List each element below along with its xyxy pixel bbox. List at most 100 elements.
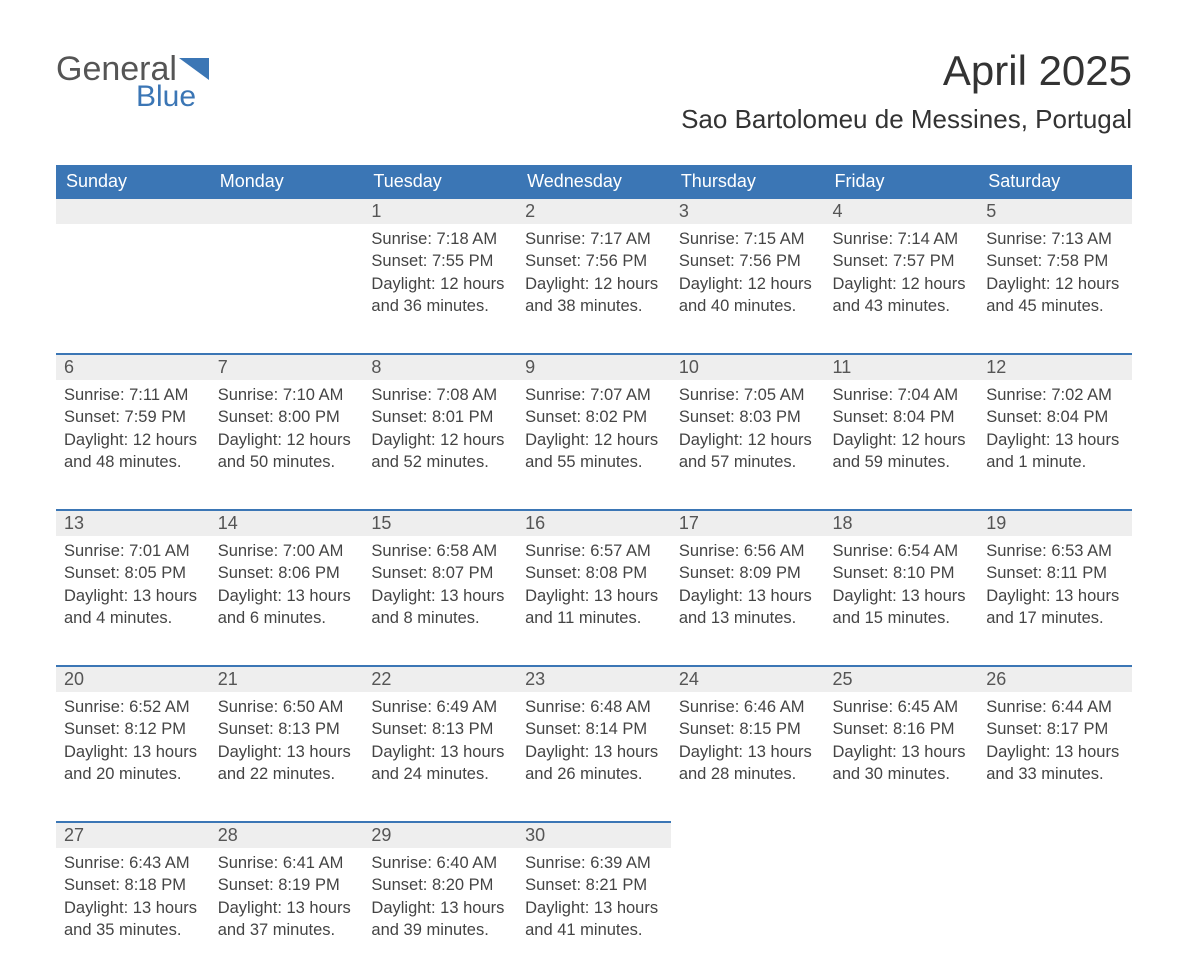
day-sunset: Sunset: 8:11 PM — [986, 562, 1124, 584]
day-daylight1: Daylight: 13 hours — [64, 585, 202, 607]
day-daylight2: and 48 minutes. — [64, 451, 202, 473]
day-daylight1: Daylight: 12 hours — [833, 273, 971, 295]
day-sunrise: Sunrise: 6:53 AM — [986, 540, 1124, 562]
day-sunset: Sunset: 8:02 PM — [525, 406, 663, 428]
week-content-row: Sunrise: 7:18 AMSunset: 7:55 PMDaylight:… — [56, 224, 1132, 354]
week-content-row: Sunrise: 7:11 AMSunset: 7:59 PMDaylight:… — [56, 380, 1132, 510]
logo-word-blue: Blue — [136, 82, 209, 112]
day-number: 22 — [371, 669, 391, 689]
day-daylight2: and 50 minutes. — [218, 451, 356, 473]
day-content-cell: Sunrise: 6:49 AMSunset: 8:13 PMDaylight:… — [363, 692, 517, 822]
day-number-cell: 1 — [363, 199, 517, 224]
day-sunrise: Sunrise: 6:57 AM — [525, 540, 663, 562]
day-content-cell: Sunrise: 7:10 AMSunset: 8:00 PMDaylight:… — [210, 380, 364, 510]
day-number: 1 — [371, 201, 381, 221]
day-number: 30 — [525, 825, 545, 845]
weekday-header: Tuesday — [363, 165, 517, 199]
day-sunrise: Sunrise: 6:46 AM — [679, 696, 817, 718]
day-number: 18 — [833, 513, 853, 533]
day-number: 24 — [679, 669, 699, 689]
day-daylight2: and 37 minutes. — [218, 919, 356, 941]
weekday-header: Monday — [210, 165, 364, 199]
day-content-cell — [671, 848, 825, 978]
day-sunset: Sunset: 7:58 PM — [986, 250, 1124, 272]
day-number: 23 — [525, 669, 545, 689]
day-sunset: Sunset: 8:19 PM — [218, 874, 356, 896]
day-number-cell: 16 — [517, 510, 671, 536]
day-daylight2: and 45 minutes. — [986, 295, 1124, 317]
location-subtitle: Sao Bartolomeu de Messines, Portugal — [681, 104, 1132, 135]
day-number-cell: 7 — [210, 354, 364, 380]
month-title: April 2025 — [681, 48, 1132, 94]
day-daylight2: and 8 minutes. — [371, 607, 509, 629]
day-sunset: Sunset: 8:00 PM — [218, 406, 356, 428]
day-sunset: Sunset: 7:56 PM — [525, 250, 663, 272]
day-daylight1: Daylight: 12 hours — [679, 429, 817, 451]
day-content-cell — [825, 848, 979, 978]
day-number: 21 — [218, 669, 238, 689]
day-number-cell: 26 — [978, 666, 1132, 692]
day-daylight1: Daylight: 13 hours — [371, 585, 509, 607]
day-sunrise: Sunrise: 7:17 AM — [525, 228, 663, 250]
day-content-cell: Sunrise: 6:40 AMSunset: 8:20 PMDaylight:… — [363, 848, 517, 978]
week-content-row: Sunrise: 6:52 AMSunset: 8:12 PMDaylight:… — [56, 692, 1132, 822]
day-number: 26 — [986, 669, 1006, 689]
day-content-cell: Sunrise: 6:56 AMSunset: 8:09 PMDaylight:… — [671, 536, 825, 666]
day-content-cell: Sunrise: 6:39 AMSunset: 8:21 PMDaylight:… — [517, 848, 671, 978]
day-number-cell: 3 — [671, 199, 825, 224]
day-sunrise: Sunrise: 7:13 AM — [986, 228, 1124, 250]
day-daylight2: and 35 minutes. — [64, 919, 202, 941]
day-number: 4 — [833, 201, 843, 221]
day-sunset: Sunset: 8:07 PM — [371, 562, 509, 584]
weekday-header: Friday — [825, 165, 979, 199]
day-number-cell: 12 — [978, 354, 1132, 380]
day-content-cell: Sunrise: 7:04 AMSunset: 8:04 PMDaylight:… — [825, 380, 979, 510]
day-number-cell: 28 — [210, 822, 364, 848]
day-daylight1: Daylight: 13 hours — [525, 585, 663, 607]
day-number-cell — [210, 199, 364, 224]
day-content-cell: Sunrise: 7:13 AMSunset: 7:58 PMDaylight:… — [978, 224, 1132, 354]
day-daylight2: and 17 minutes. — [986, 607, 1124, 629]
day-sunset: Sunset: 8:20 PM — [371, 874, 509, 896]
day-number: 16 — [525, 513, 545, 533]
day-content-cell: Sunrise: 6:50 AMSunset: 8:13 PMDaylight:… — [210, 692, 364, 822]
day-number-cell — [671, 822, 825, 848]
day-number-cell: 4 — [825, 199, 979, 224]
day-sunrise: Sunrise: 7:04 AM — [833, 384, 971, 406]
week-daynum-row: 1 2 34 5 — [56, 199, 1132, 224]
day-daylight2: and 6 minutes. — [218, 607, 356, 629]
day-daylight2: and 59 minutes. — [833, 451, 971, 473]
day-sunrise: Sunrise: 6:39 AM — [525, 852, 663, 874]
day-number: 2 — [525, 201, 535, 221]
day-sunrise: Sunrise: 6:56 AM — [679, 540, 817, 562]
weekday-header: Wednesday — [517, 165, 671, 199]
day-number-cell: 10 — [671, 354, 825, 380]
day-daylight2: and 26 minutes. — [525, 763, 663, 785]
day-number-cell: 5 — [978, 199, 1132, 224]
day-content-cell: Sunrise: 6:58 AMSunset: 8:07 PMDaylight:… — [363, 536, 517, 666]
logo: General Blue — [56, 52, 209, 112]
day-daylight1: Daylight: 13 hours — [525, 897, 663, 919]
day-sunrise: Sunrise: 7:00 AM — [218, 540, 356, 562]
day-number: 14 — [218, 513, 238, 533]
day-number-cell — [825, 822, 979, 848]
day-number: 28 — [218, 825, 238, 845]
day-daylight2: and 57 minutes. — [679, 451, 817, 473]
day-content-cell — [56, 224, 210, 354]
weekday-header: Thursday — [671, 165, 825, 199]
day-sunset: Sunset: 8:05 PM — [64, 562, 202, 584]
calendar-page: General Blue April 2025 Sao Bartolomeu d… — [0, 0, 1188, 918]
day-number: 27 — [64, 825, 84, 845]
day-sunset: Sunset: 8:14 PM — [525, 718, 663, 740]
day-number-cell: 23 — [517, 666, 671, 692]
day-sunset: Sunset: 8:03 PM — [679, 406, 817, 428]
day-sunset: Sunset: 8:16 PM — [833, 718, 971, 740]
day-daylight2: and 1 minute. — [986, 451, 1124, 473]
day-sunset: Sunset: 7:56 PM — [679, 250, 817, 272]
day-daylight1: Daylight: 12 hours — [525, 273, 663, 295]
day-number: 13 — [64, 513, 84, 533]
day-content-cell: Sunrise: 6:52 AMSunset: 8:12 PMDaylight:… — [56, 692, 210, 822]
day-sunrise: Sunrise: 6:49 AM — [371, 696, 509, 718]
day-number-cell: 14 — [210, 510, 364, 536]
day-number-cell: 22 — [363, 666, 517, 692]
